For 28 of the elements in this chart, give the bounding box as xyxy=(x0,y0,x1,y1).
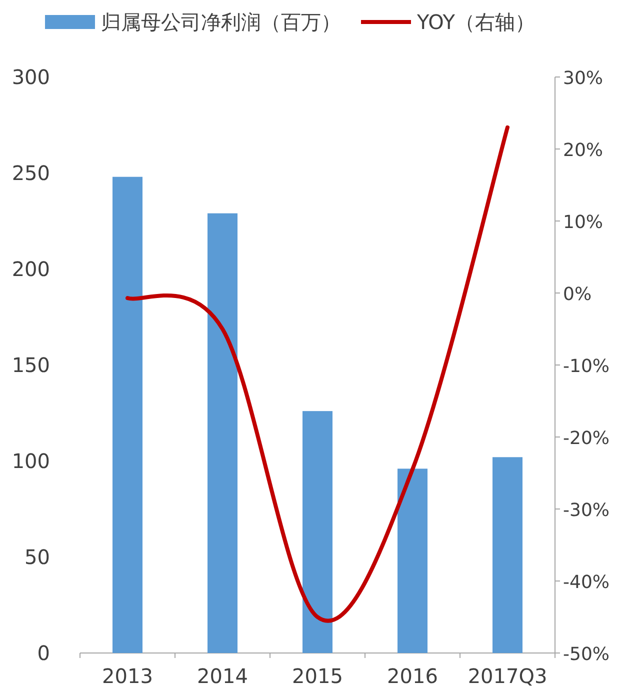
y2-tick-label: -40% xyxy=(563,572,610,593)
y2-tick-label: -50% xyxy=(563,644,610,665)
y2-tick-label: 30% xyxy=(563,68,604,89)
x-tick-label: 2016 xyxy=(387,664,438,688)
y2-tick-label: 0% xyxy=(563,284,592,305)
y-tick-label: 150 xyxy=(12,353,50,377)
legend-label: YOY（右轴） xyxy=(416,10,535,34)
y-tick-label: 0 xyxy=(37,641,50,665)
bar xyxy=(492,457,522,653)
y2-tick-label: -20% xyxy=(563,428,610,449)
y2-tick-label: -10% xyxy=(563,356,610,377)
y2-tick-label: 20% xyxy=(563,140,604,161)
x-tick-label: 2014 xyxy=(197,664,248,688)
bar xyxy=(302,411,332,653)
y-tick-label: 250 xyxy=(12,161,50,185)
y2-tick-label: 10% xyxy=(563,212,604,233)
y-tick-label: 100 xyxy=(12,449,50,473)
y-tick-label: 300 xyxy=(12,65,50,89)
bar xyxy=(398,468,428,653)
x-tick-label: 2017Q3 xyxy=(468,664,548,688)
x-tick-label: 2013 xyxy=(102,664,153,688)
y-tick-label: 200 xyxy=(12,257,50,281)
bar xyxy=(112,176,142,653)
y2-tick-label: -30% xyxy=(563,500,610,521)
y-tick-label: 50 xyxy=(24,545,50,569)
legend-label: 归属母公司净利润（百万） xyxy=(101,10,341,34)
bar xyxy=(208,213,238,653)
x-tick-label: 2015 xyxy=(292,664,343,688)
